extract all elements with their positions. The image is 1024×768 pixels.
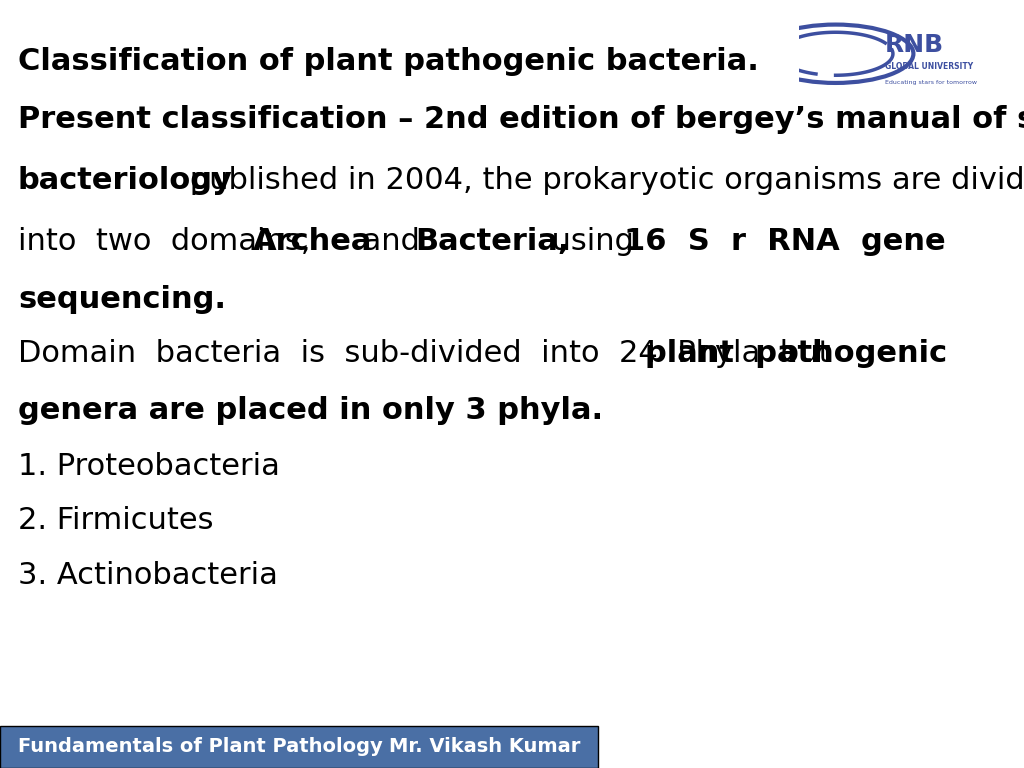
Text: Bacteria,: Bacteria, xyxy=(416,227,570,257)
Text: 16  S  r  RNA  gene: 16 S r RNA gene xyxy=(624,227,945,257)
Text: 3. Actinobacteria: 3. Actinobacteria xyxy=(18,561,278,591)
Text: Educating stars for tomorrow: Educating stars for tomorrow xyxy=(885,81,977,85)
FancyBboxPatch shape xyxy=(0,726,598,768)
Text: RNB: RNB xyxy=(885,32,944,57)
Text: GLOBAL UNIVERSITY: GLOBAL UNIVERSITY xyxy=(885,62,973,71)
Text: 2. Firmicutes: 2. Firmicutes xyxy=(18,506,213,535)
Text: published in 2004, the prokaryotic organisms are divided: published in 2004, the prokaryotic organ… xyxy=(180,166,1024,195)
Text: using: using xyxy=(532,227,653,257)
Text: Archea: Archea xyxy=(253,227,373,257)
Text: 1. Proteobacteria: 1. Proteobacteria xyxy=(18,452,280,481)
Text: Domain  bacteria  is  sub-divided  into  24  Phyla  but: Domain bacteria is sub-divided into 24 P… xyxy=(18,339,850,368)
Text: bacteriology: bacteriology xyxy=(18,166,232,195)
Text: genera are placed in only 3 phyla.: genera are placed in only 3 phyla. xyxy=(18,396,603,425)
Text: Classification of plant pathogenic bacteria.: Classification of plant pathogenic bacte… xyxy=(18,47,759,76)
Text: Present classification – 2nd edition of bergey’s manual of systematic: Present classification – 2nd edition of … xyxy=(18,104,1024,134)
Text: Mr. Vikash Kumar: Mr. Vikash Kumar xyxy=(389,737,581,756)
Text: sequencing.: sequencing. xyxy=(18,285,226,314)
Text: Fundamentals of Plant Pathology: Fundamentals of Plant Pathology xyxy=(18,737,383,756)
Text: and: and xyxy=(343,227,439,257)
Text: into  two  domains,: into two domains, xyxy=(18,227,330,257)
Text: plant  pathogenic: plant pathogenic xyxy=(645,339,947,368)
